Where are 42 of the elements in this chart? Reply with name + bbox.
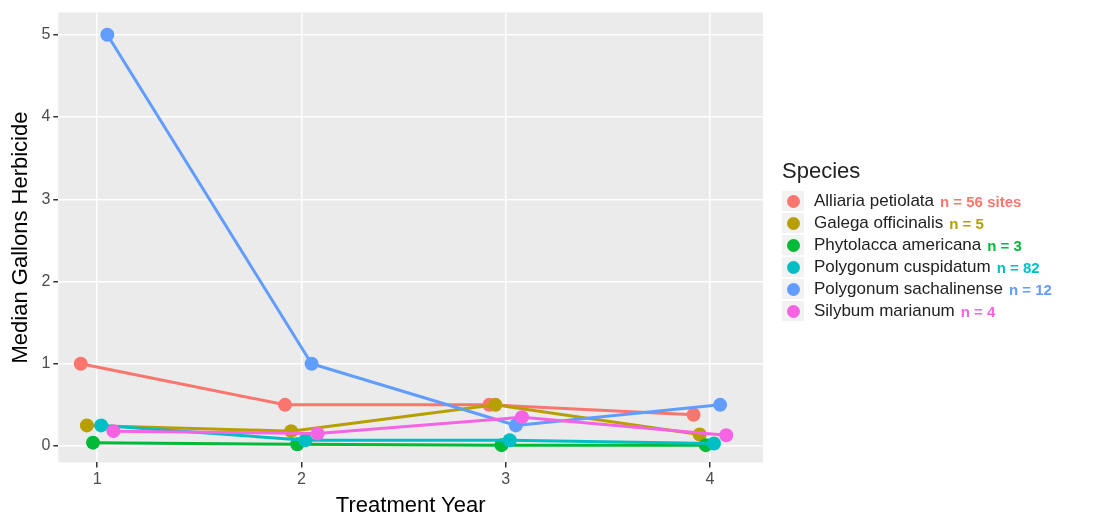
y-tick-label: 4 [41,107,51,125]
text: n = 3 [987,236,1022,254]
text: n = 82 [996,258,1040,276]
legend-label: Silybum marianum [814,301,955,321]
legend-label: Alliaria petiolata [814,191,935,211]
text: n = 56 sites [940,192,1022,210]
legend-title: Species [782,158,862,184]
point [79,418,94,433]
point [278,397,293,412]
x-tick-label: 3 [501,470,511,488]
legend-label: Polygonum sachalinense [814,279,1004,299]
point [73,356,88,371]
point [100,27,115,42]
point [86,435,101,450]
legend-label: Polygonum cuspidatum [814,257,991,277]
text: n = 12 [1009,280,1052,298]
x-tick-label: 2 [296,470,306,488]
y-tick-label: 3 [41,189,51,207]
y-tick-label: 2 [41,271,51,289]
point [706,436,721,451]
point [106,424,121,439]
x-axis-title: Treatment Year [335,491,486,517]
point [686,407,701,422]
y-axis-title: Median Gallons Herbicide [7,111,33,364]
legend-label: Galega officinalis [814,213,944,233]
point [514,410,529,425]
point [502,433,517,448]
x-tick-label: 1 [92,470,102,488]
point [719,428,734,443]
text: n = 5 [949,214,984,232]
legend-label: Phytolacca americana [814,235,982,255]
x-tick-label: 4 [705,470,715,488]
point [298,433,313,448]
text: n = 4 [960,302,996,320]
y-tick-label: 1 [41,354,51,372]
point [94,418,109,433]
y-tick-label: 0 [41,436,51,454]
point [304,356,319,371]
point [713,397,728,412]
y-tick-label: 5 [41,25,51,43]
point [310,426,325,441]
point [488,397,503,412]
